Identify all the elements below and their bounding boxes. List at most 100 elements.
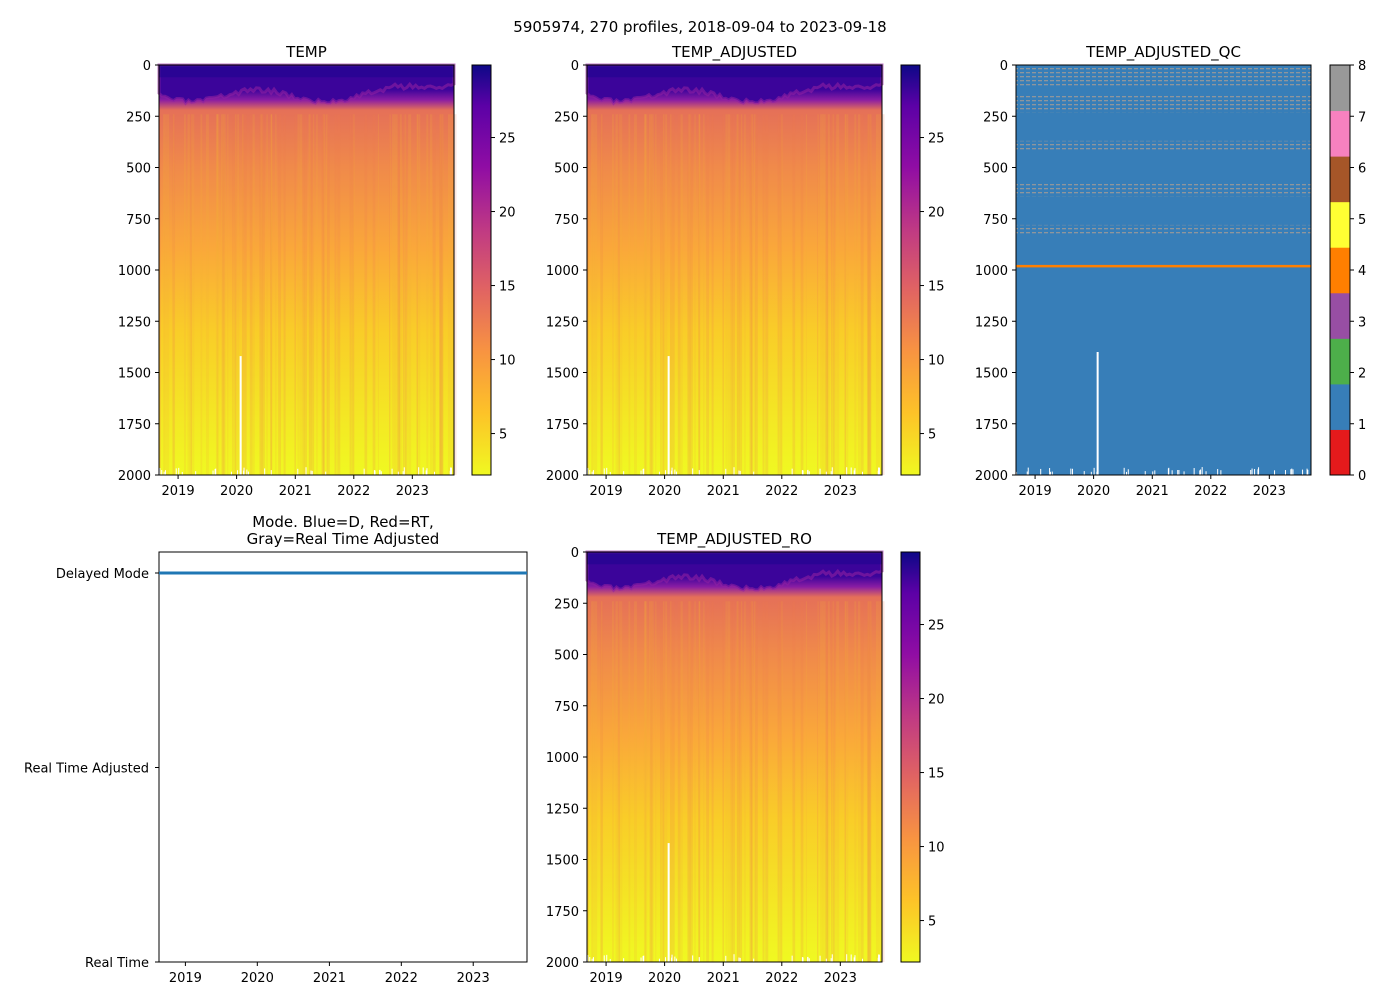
- profile-streak: [765, 114, 769, 475]
- panel-title: TEMP_ADJUSTED: [671, 43, 797, 62]
- missing-data-gap: [159, 467, 161, 476]
- profile-streak: [429, 114, 433, 475]
- missing-data-gap: [214, 469, 216, 478]
- profile-streak: [687, 114, 691, 475]
- profile-streak: [825, 114, 828, 475]
- missing-data-gap: [1258, 467, 1260, 476]
- profile-streak: [762, 601, 765, 962]
- panel-mode: Mode. Blue=D, Red=RT,Gray=Real Time Adju…: [24, 513, 528, 986]
- profile-streak: [648, 114, 652, 475]
- profile-streak: [595, 601, 598, 962]
- colorbar-tick-label: 10: [928, 841, 945, 856]
- profile-streak: [377, 114, 379, 475]
- profile-streak: [736, 114, 738, 475]
- y-tick-label: 750: [554, 213, 579, 228]
- missing-data-gap: [642, 956, 644, 965]
- profile-streak: [304, 114, 307, 475]
- missing-data-gap: [403, 467, 405, 476]
- thermocline-edge: [585, 550, 884, 593]
- profile-streak: [283, 114, 286, 475]
- profile-streak: [739, 114, 742, 475]
- profile-streak: [868, 114, 872, 475]
- profile-streak: [220, 114, 224, 475]
- missing-data-gap: [807, 470, 809, 479]
- y-tick-label: 500: [554, 162, 579, 177]
- profile-streak: [313, 114, 315, 475]
- missing-data-gap: [1284, 470, 1286, 479]
- profile-streak: [730, 114, 733, 475]
- missing-data-gap: [1251, 468, 1253, 477]
- y-tick-label: 1750: [118, 418, 151, 433]
- y-tick-label: 1000: [975, 264, 1008, 279]
- profile-streak: [688, 601, 691, 962]
- profile-streak: [698, 601, 701, 962]
- profile-streak: [426, 114, 429, 475]
- profile-streak: [777, 601, 780, 962]
- profile-streak: [832, 114, 836, 475]
- profile-streak: [694, 601, 696, 962]
- profile-streak: [860, 601, 864, 962]
- y-tick-label: 0: [1000, 59, 1008, 74]
- qc-flag-8-band: [1016, 95, 1311, 113]
- profile-streak: [404, 114, 406, 475]
- colorbar-tick-label: 10: [499, 354, 516, 369]
- profile-streak: [830, 601, 833, 962]
- colorbar-segment: [1330, 338, 1350, 385]
- profile-streak: [650, 114, 653, 475]
- profile-streak: [867, 601, 870, 962]
- missing-data-gap: [819, 468, 821, 477]
- profile-streak: [621, 601, 623, 962]
- profile-streak: [416, 114, 418, 475]
- colorbar-tick-label: 5: [928, 915, 936, 930]
- missing-data-gap: [592, 470, 594, 479]
- profile-streak: [223, 114, 226, 475]
- missing-data-gap: [791, 955, 793, 964]
- profile-streak: [820, 601, 824, 962]
- missing-data-gap: [667, 843, 670, 962]
- profile-streak: [698, 601, 701, 962]
- profile-streak: [270, 114, 273, 475]
- profile-streak: [309, 114, 311, 475]
- y-tick-label: 500: [983, 162, 1008, 177]
- profile-streak: [164, 114, 167, 475]
- missing-data-gap: [609, 471, 611, 480]
- x-tick-label: 2019: [590, 484, 623, 499]
- profile-streak: [651, 601, 654, 962]
- missing-data-gap: [1274, 470, 1276, 479]
- x-tick-label: 2019: [590, 971, 623, 986]
- profile-streak: [703, 601, 705, 962]
- profile-streak: [670, 114, 672, 475]
- profile-streak: [663, 114, 665, 475]
- colorbar-tick-label: 5: [499, 428, 507, 443]
- profile-streak: [416, 114, 419, 475]
- profile-streak: [628, 601, 631, 962]
- profile-streak: [732, 114, 735, 475]
- profile-streak: [857, 601, 861, 962]
- heatmap-field: [587, 65, 882, 475]
- colorbar-segment: [1330, 110, 1350, 157]
- x-tick-label: 2023: [1253, 484, 1286, 499]
- profile-streak: [665, 114, 668, 475]
- profile-streak: [670, 601, 672, 962]
- profile-streak: [867, 114, 871, 475]
- profile-streak: [817, 114, 819, 475]
- missing-data-gap: [1027, 467, 1029, 476]
- profile-streak: [453, 114, 457, 475]
- x-tick-label: 2020: [648, 484, 681, 499]
- y-tick-label: 2000: [118, 469, 151, 484]
- profile-streak: [252, 114, 255, 475]
- profile-streak: [402, 114, 405, 475]
- profile-streak: [439, 114, 441, 475]
- profile-streak: [227, 114, 229, 475]
- profile-streak: [242, 114, 244, 475]
- y-tick-label: 250: [554, 597, 579, 612]
- profile-streak: [275, 114, 277, 475]
- profile-streak: [590, 114, 593, 475]
- profile-streak: [680, 601, 683, 962]
- missing-data-gap: [643, 468, 645, 477]
- profile-streak: [844, 601, 846, 962]
- profile-streak: [670, 114, 672, 475]
- missing-data-gap: [426, 468, 428, 477]
- profile-streak: [299, 114, 303, 475]
